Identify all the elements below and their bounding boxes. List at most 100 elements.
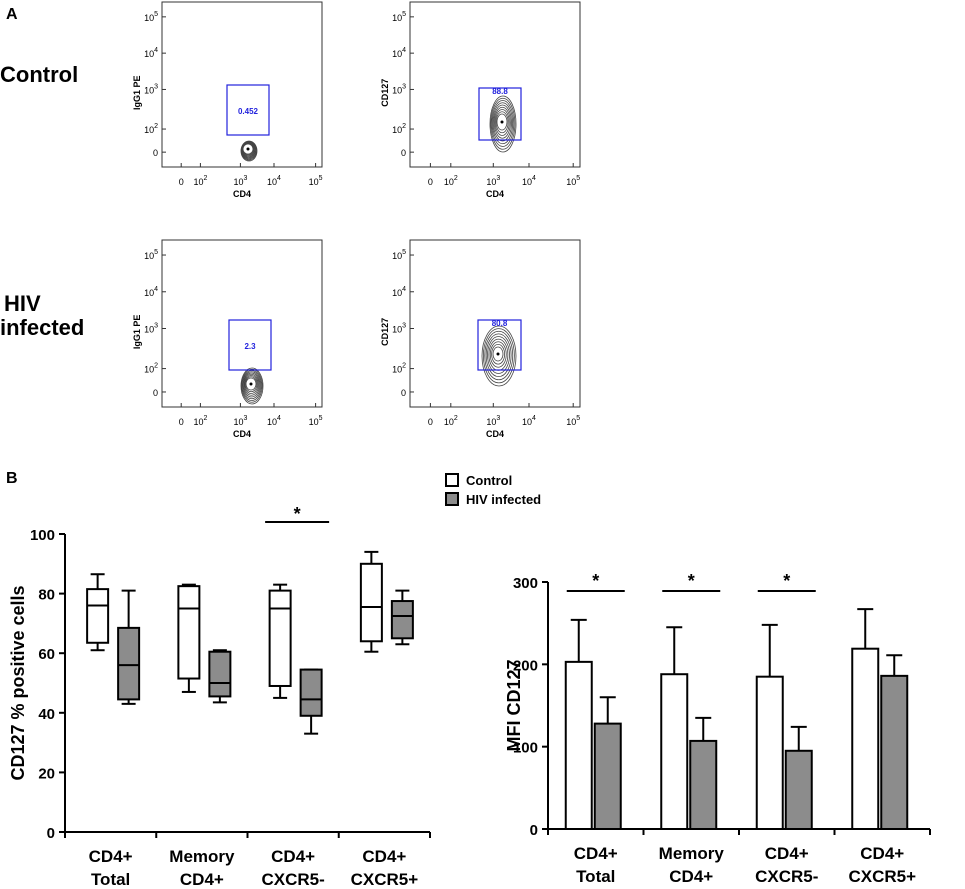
flow-density-center	[500, 120, 504, 124]
bar-y-tick-label: 200	[513, 657, 538, 674]
box-hiv-3	[390, 589, 414, 646]
bar-significance-marker: *	[783, 571, 790, 591]
flow-x-tick-label: 103	[486, 175, 500, 187]
flow-x-tick-label: 102	[444, 415, 458, 427]
flow-x-tick-label: 103	[233, 175, 247, 187]
flow-panel-hiv-igg1: 105 104 103 102 0 0 102 103 104 105 CD4 IgG1 PE 2.3	[132, 239, 323, 439]
box-category-label-line2: CXCR5+	[351, 870, 419, 889]
panel-b-label: B	[6, 470, 18, 487]
flow-y-tick-label: 102	[392, 123, 406, 135]
bar-category-label-line2: CXCR5+	[848, 867, 916, 886]
flow-y-tick-label: 103	[392, 83, 406, 95]
box-category-label-line2: CXCR5-	[261, 870, 324, 889]
flow-gate-value: 88.8	[492, 87, 508, 96]
flow-y-tick-label: 0	[153, 148, 158, 158]
box-significance-marker: *	[294, 504, 301, 524]
flow-contour-line	[484, 330, 514, 381]
box-y-axis-label: CD127 % positive cells	[8, 585, 28, 780]
flow-panel-control-igg1: 105 104 103 102 0 0 102 103 104 105 CD4 IgG1 PE 0.45…	[132, 1, 323, 199]
box-y-tick-label: 60	[38, 646, 55, 663]
flow-x-tick-label: 105	[566, 175, 580, 187]
flow-contour-line	[494, 109, 510, 136]
bar-y-tick-label: 300	[513, 575, 538, 592]
flow-x-axis-label: CD4	[233, 189, 251, 199]
box-iqr	[177, 585, 201, 680]
flow-gate-value: 80.8	[492, 319, 508, 328]
flow-y-tick-label: 105	[144, 11, 158, 23]
row-label-hiv-line2: infected	[0, 315, 84, 340]
flow-y-tick-label: 103	[144, 323, 158, 335]
box-iqr	[117, 626, 141, 701]
flow-y-tick-label: 104	[144, 286, 158, 298]
box-category-label-line2: Total	[91, 870, 130, 889]
legend-label-hiv: HIV infected	[466, 492, 541, 507]
box-hiv-0	[117, 589, 141, 705]
flow-contour-line	[492, 102, 514, 145]
flow-y-axis-label: IgG1 PE	[132, 75, 142, 110]
bar-category-label-line1: Memory	[659, 844, 725, 863]
flow-contour-line	[489, 341, 507, 368]
flow-density-center	[249, 382, 253, 386]
flow-contour-line	[481, 325, 517, 387]
bar-hiv-3	[880, 674, 909, 830]
flow-x-tick-label: 102	[193, 415, 207, 427]
flow-contour-line	[244, 375, 259, 394]
box-iqr	[86, 588, 110, 644]
flow-contour-line	[492, 346, 504, 362]
bar-control-3	[851, 647, 880, 830]
bar-control-2	[755, 675, 784, 831]
flow-contour-line	[244, 376, 258, 393]
flow-gate-box	[477, 319, 522, 371]
flow-contour-line	[245, 377, 257, 391]
bar-category-label-line1: CD4+	[574, 844, 618, 863]
box-iqr	[208, 650, 232, 698]
bar-category-label-line2: CXCR5-	[755, 867, 818, 886]
flow-x-tick-label: 103	[233, 415, 247, 427]
flow-gate-value: 0.452	[238, 107, 259, 116]
flow-y-tick-label: 0	[401, 388, 406, 398]
flow-y-axis-label: CD127	[380, 318, 390, 346]
flow-x-tick-label: 104	[522, 175, 536, 187]
box-iqr	[359, 562, 383, 643]
flow-x-tick-label: 0	[179, 417, 184, 427]
flow-x-tick-label: 105	[566, 415, 580, 427]
flow-contour-line	[491, 343, 506, 365]
flow-x-tick-label: 104	[522, 415, 536, 427]
box-category-label-line1: CD4+	[271, 847, 315, 866]
bar-category-label-line2: Total	[576, 867, 615, 886]
flow-panel-hiv-cd127: 105 104 103 102 0 0 102 103 104 105 CD4 CD127 80.8	[380, 239, 581, 439]
flow-contour-line	[487, 336, 510, 374]
flow-x-axis-label: CD4	[486, 189, 504, 199]
flow-density-center	[496, 352, 500, 356]
flow-contour-line	[496, 113, 508, 131]
flow-gate-box	[228, 319, 272, 371]
flow-contour-line	[243, 372, 260, 398]
flow-y-tick-label: 0	[153, 388, 158, 398]
box-y-tick-label: 100	[30, 527, 55, 544]
flow-contour-line	[241, 368, 263, 403]
flow-contour-line	[489, 95, 517, 153]
row-label-control: Control	[0, 62, 78, 87]
flow-contour-line	[491, 100, 515, 147]
legend-swatch-control	[445, 473, 459, 487]
bar-control-0	[564, 660, 593, 831]
bar-category-label-line1: CD4+	[860, 844, 904, 863]
bar-y-tick-label: 0	[530, 822, 538, 839]
panel-a-label: A	[6, 6, 18, 23]
legend: Control HIV infected	[445, 473, 541, 507]
legend-label-control: Control	[466, 473, 512, 488]
flow-y-tick-label: 102	[392, 363, 406, 375]
flow-y-tick-label: 102	[144, 123, 158, 135]
flow-contour-line	[242, 371, 261, 400]
flow-x-tick-label: 0	[179, 177, 184, 187]
bar-y-tick-label: 100	[513, 740, 538, 757]
flow-y-tick-label: 0	[401, 148, 406, 158]
flow-y-tick-label: 103	[392, 323, 406, 335]
flow-contour-line	[493, 104, 512, 142]
box-hiv-1	[208, 649, 232, 704]
box-category-label-line2: CD4+	[180, 870, 224, 889]
flow-contour-line	[240, 367, 264, 405]
bar-chart-mfi-cd127: 0 100 200 300 CD4+ Total Memory CD4+ CD4+ CXCR5- C…	[504, 571, 931, 886]
bar-category-label-line2: CD4+	[669, 867, 713, 886]
